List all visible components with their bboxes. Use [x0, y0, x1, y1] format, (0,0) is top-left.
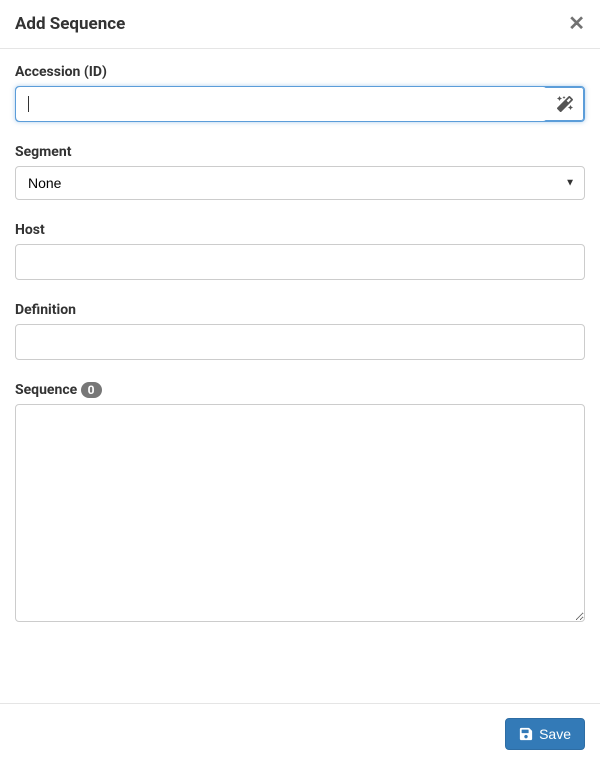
magic-wand-icon — [557, 96, 573, 112]
autofill-button[interactable] — [547, 87, 584, 121]
host-input[interactable] — [15, 244, 585, 280]
text-caret — [28, 96, 29, 112]
segment-group: Segment None ▼ — [15, 144, 585, 200]
close-button[interactable]: ✕ — [568, 14, 585, 34]
accession-input[interactable] — [16, 87, 547, 121]
modal-footer: Save — [0, 703, 600, 764]
sequence-textarea[interactable] — [15, 404, 585, 622]
save-button[interactable]: Save — [505, 718, 585, 750]
save-button-label: Save — [539, 726, 571, 742]
save-icon — [519, 727, 533, 741]
sequence-group: Sequence 0 — [15, 382, 585, 626]
definition-group: Definition — [15, 302, 585, 360]
close-icon: ✕ — [568, 13, 585, 35]
host-label: Host — [15, 222, 585, 238]
modal-header: Add Sequence ✕ — [0, 0, 600, 49]
host-group: Host — [15, 222, 585, 280]
modal-title: Add Sequence — [15, 14, 125, 34]
modal-body: Accession (ID) Segment None ▼ Host Defin… — [0, 49, 600, 641]
accession-label: Accession (ID) — [15, 64, 585, 80]
accession-input-wrap — [15, 86, 585, 122]
segment-select-wrap: None ▼ — [15, 166, 585, 200]
sequence-count-badge: 0 — [81, 382, 102, 398]
definition-input[interactable] — [15, 324, 585, 360]
sequence-label-row: Sequence 0 — [15, 382, 585, 398]
segment-label: Segment — [15, 144, 585, 160]
segment-select[interactable]: None — [15, 166, 585, 200]
definition-label: Definition — [15, 302, 585, 318]
accession-group: Accession (ID) — [15, 64, 585, 122]
sequence-label: Sequence — [15, 382, 77, 398]
